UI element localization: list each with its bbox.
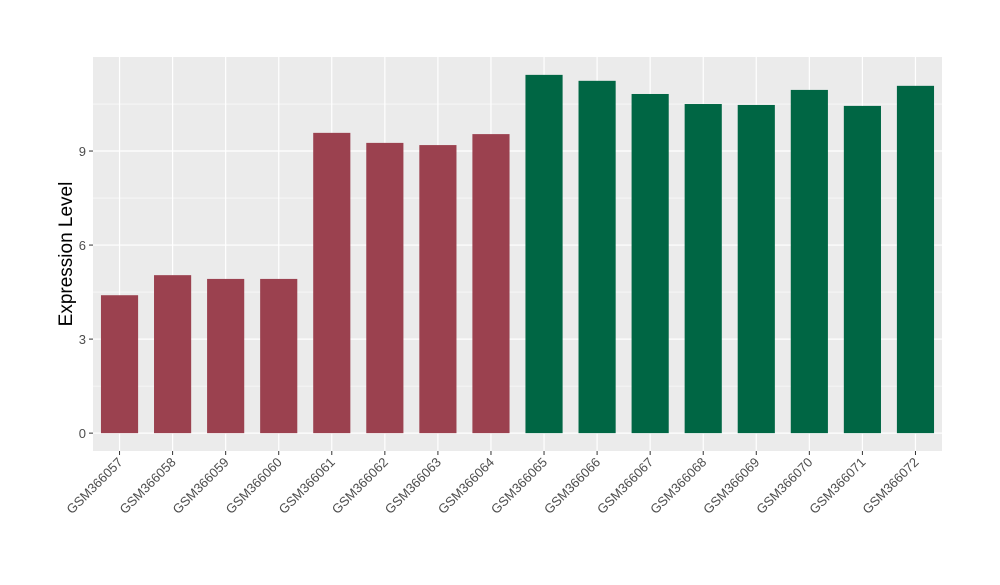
x-tick-label: GSM366059 — [170, 455, 232, 517]
bar-GSM366066 — [578, 80, 616, 434]
x-tick-label: GSM366060 — [223, 455, 285, 517]
x-tick-label: GSM366070 — [753, 455, 815, 517]
y-axis: 0 3 6 9 — [79, 144, 93, 441]
x-axis: GSM366057GSM366058GSM366059GSM366060GSM3… — [63, 451, 922, 517]
x-tick-label: GSM366067 — [594, 455, 656, 517]
x-tick-label: GSM366066 — [541, 455, 603, 517]
y-tick-label: 3 — [79, 332, 86, 347]
bar-GSM366057 — [100, 295, 139, 434]
bar-GSM366065 — [525, 74, 563, 434]
bar-GSM366060 — [260, 278, 298, 434]
bar-GSM366072 — [896, 85, 935, 434]
y-tick-label: 9 — [79, 144, 86, 159]
x-tick-label: GSM366057 — [63, 455, 125, 517]
y-tick-label: 0 — [79, 426, 86, 441]
bar-GSM366068 — [684, 104, 722, 434]
bar-GSM366069 — [737, 104, 775, 434]
x-tick-label: GSM366068 — [647, 455, 709, 517]
y-axis-label: Expression Level — [56, 182, 77, 327]
x-tick-label: GSM366065 — [488, 455, 550, 517]
bar-GSM366062 — [366, 142, 404, 434]
bar-GSM366061 — [313, 132, 351, 434]
x-tick-label: GSM366072 — [859, 455, 921, 517]
x-tick-label: GSM366063 — [382, 455, 444, 517]
x-tick-label: GSM366069 — [700, 455, 762, 517]
bar-GSM366070 — [790, 89, 828, 434]
x-tick-label: GSM366071 — [806, 455, 868, 517]
x-tick-label: GSM366061 — [276, 455, 338, 517]
bar-GSM366063 — [419, 145, 457, 434]
bar-GSM366058 — [154, 275, 192, 434]
x-tick-label: GSM366064 — [435, 455, 497, 517]
bar-GSM366064 — [472, 134, 510, 434]
bar-GSM366059 — [207, 278, 245, 434]
bar-GSM366067 — [631, 93, 669, 434]
y-tick-label: 6 — [79, 238, 86, 253]
bar-GSM366071 — [843, 105, 881, 434]
x-tick-label: GSM366058 — [116, 455, 178, 517]
x-tick-label: GSM366062 — [329, 455, 391, 517]
bars — [100, 74, 935, 434]
